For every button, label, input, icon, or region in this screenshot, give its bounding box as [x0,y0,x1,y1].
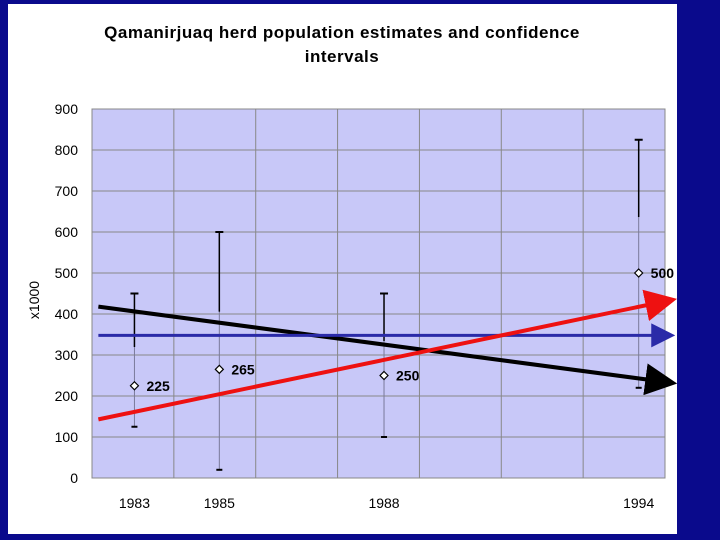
y-tick-label: 200 [55,388,79,404]
plot-area: 0 100 200 300 400 500 600 700 800 900 1983 1985 1988… [55,101,677,511]
data-label: 500 [651,265,675,281]
y-tick-label: 0 [70,470,78,486]
x-tick-label: 1983 [119,495,150,511]
y-tick-label: 300 [55,347,79,363]
x-tick-label: 1985 [204,495,235,511]
data-label: 225 [146,378,170,394]
chart-title-line-2: intervals [305,47,379,66]
data-label: 265 [231,361,255,377]
y-tick-label: 700 [55,183,79,199]
y-tick-label: 500 [55,265,79,281]
y-tick-label: 600 [55,224,79,240]
data-point-marker [379,370,389,381]
y-tick-label: 400 [55,306,79,322]
chart-panel: Qamanirjuaq herd population estimates an… [8,4,677,534]
x-tick-label: 1994 [623,495,654,511]
chart-svg: Qamanirjuaq herd population estimates an… [26,23,677,511]
data-label: 250 [396,368,420,384]
data-point-marker [633,268,644,278]
data-point-marker [214,364,225,375]
data-point-marker [129,380,140,391]
trend-line-black-trend [98,304,677,396]
y-tick-label: 100 [55,429,79,445]
x-tick-label: 1988 [368,495,399,511]
y-tick-label: 900 [55,101,79,117]
y-tick-label: 800 [55,142,79,158]
chart-title-line-1: Qamanirjuaq herd population estimates an… [104,23,580,42]
plot-background [91,108,666,479]
trend-line-red-trend [97,289,677,422]
y-axis-label: x1000 [26,281,42,319]
